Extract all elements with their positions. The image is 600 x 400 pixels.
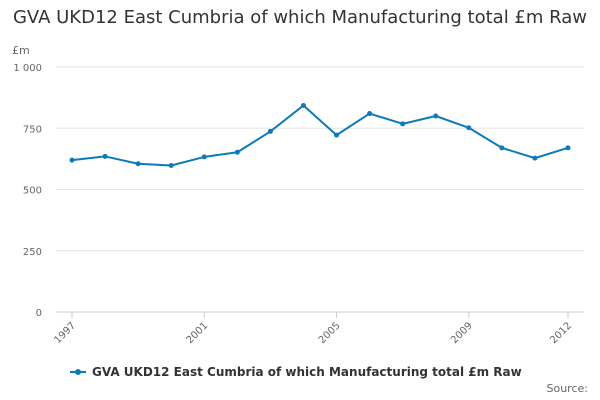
data-point[interactable] — [400, 121, 406, 127]
y-tick-label: 500 — [23, 186, 42, 197]
data-point[interactable] — [499, 145, 505, 151]
y-tick-label: 250 — [23, 247, 42, 258]
series-layer — [69, 102, 571, 168]
data-point[interactable] — [466, 125, 472, 131]
data-point[interactable] — [102, 153, 108, 159]
data-point[interactable] — [367, 111, 373, 117]
y-axis-ticks: 0 250 500 750 1 000 — [13, 63, 42, 319]
data-point[interactable] — [234, 149, 240, 155]
data-point[interactable] — [300, 102, 306, 108]
x-tick-label: 2012 — [548, 320, 574, 346]
y-tick-label: 750 — [23, 124, 42, 135]
data-point[interactable] — [334, 132, 340, 138]
gridlines — [56, 66, 584, 313]
data-point[interactable] — [201, 154, 207, 160]
data-point[interactable] — [532, 155, 538, 161]
x-tick-label: 2005 — [317, 320, 343, 346]
x-tick-label: 2001 — [185, 320, 211, 346]
data-point[interactable] — [267, 128, 273, 134]
data-point[interactable] — [433, 113, 439, 119]
data-point[interactable] — [168, 162, 174, 168]
series-line — [71, 104, 569, 167]
source-label: Source: — [546, 382, 589, 395]
y-tick-label: 1 000 — [13, 63, 42, 74]
legend-marker-icon — [70, 367, 86, 377]
data-point[interactable] — [135, 161, 141, 167]
y-tick-label: 0 — [36, 308, 42, 319]
data-point[interactable] — [69, 157, 75, 163]
x-tick-label: 1997 — [52, 320, 78, 346]
legend-label: GVA UKD12 East Cumbria of which Manufact… — [92, 365, 522, 379]
legend[interactable]: GVA UKD12 East Cumbria of which Manufact… — [70, 365, 522, 379]
x-tick-label: 2009 — [449, 320, 475, 346]
x-axis-ticks: 1997 2001 2005 2009 2012 — [52, 312, 574, 346]
data-point[interactable] — [565, 145, 571, 151]
y-axis-unit-label: £m — [12, 44, 30, 57]
chart-title: GVA UKD12 East Cumbria of which Manufact… — [12, 7, 587, 28]
